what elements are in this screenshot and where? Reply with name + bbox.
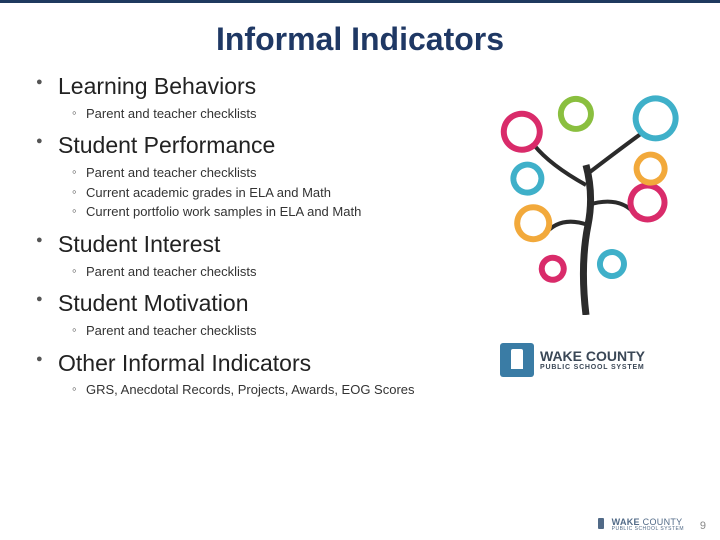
logo-text: WAKE COUNTY [540, 349, 645, 363]
list-item-label: Student Performance [58, 132, 275, 158]
list-item-label: Student Interest [58, 231, 220, 257]
footer-logo-badge-icon [594, 516, 608, 532]
page-title: Informal Indicators [0, 21, 720, 58]
swirl-tree-graphic [490, 95, 686, 315]
slide: Informal Indicators Learning Behaviors P… [0, 0, 720, 540]
logo-badge-icon [500, 343, 534, 377]
wake-county-logo-inline: WAKE COUNTY PUBLIC SCHOOL SYSTEM [500, 338, 678, 382]
footer-logo-subtext: PUBLIC SCHOOL SYSTEM [612, 526, 684, 532]
sub-item: GRS, Anecdotal Records, Projects, Awards… [74, 380, 700, 400]
list-item-label: Learning Behaviors [58, 73, 256, 99]
sub-list: GRS, Anecdotal Records, Projects, Awards… [42, 380, 700, 400]
footer-logo-text-block: WAKE COUNTY PUBLIC SCHOOL SYSTEM [612, 517, 684, 532]
logo-word-1: WAKE [540, 348, 582, 364]
page-number: 9 [700, 520, 706, 532]
logo-subtext: PUBLIC SCHOOL SYSTEM [540, 364, 645, 371]
logo-word-2: COUNTY [586, 348, 645, 364]
list-item-label: Student Motivation [58, 290, 249, 316]
list-item-label: Other Informal Indicators [58, 350, 311, 376]
wake-county-logo-footer: WAKE COUNTY PUBLIC SCHOOL SYSTEM [594, 516, 684, 532]
logo-text-block: WAKE COUNTY PUBLIC SCHOOL SYSTEM [540, 349, 645, 371]
